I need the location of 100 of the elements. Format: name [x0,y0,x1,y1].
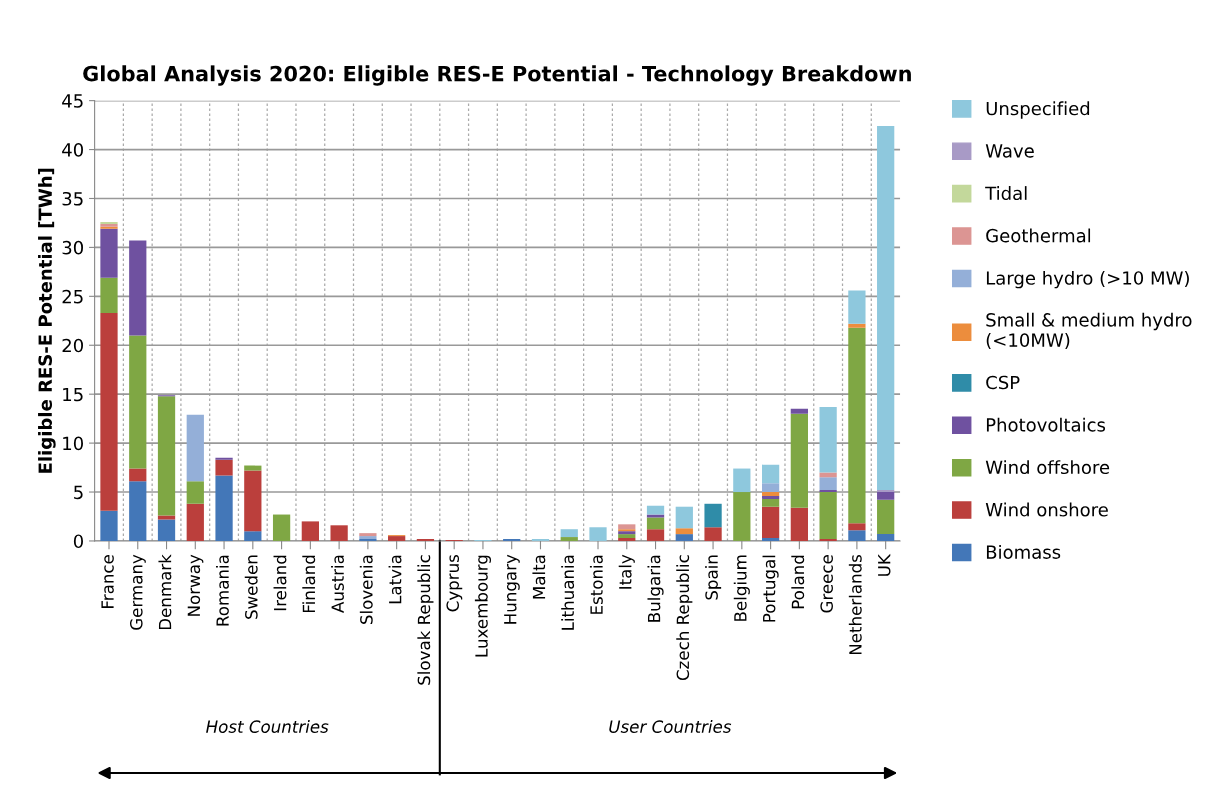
y-tick-label: 0 [73,534,83,549]
bar [848,323,866,328]
bar [618,534,636,539]
bar [646,529,665,541]
bar [733,468,751,493]
bar [877,534,895,541]
x-tick-label: Slovenia [359,555,373,624]
bar [733,492,751,541]
x-tick-label: Czech Republic [676,555,693,681]
bar [157,396,176,516]
bar [819,492,837,539]
bar [848,327,866,524]
y-tick-label: 40 [62,143,83,157]
legend-label: Biomass [986,544,1061,559]
bar [790,408,808,414]
y-tick-label: 15 [63,387,83,402]
y-tick-label: 20 [62,338,83,353]
legend-label: Wave [985,144,1034,158]
bar [186,481,204,504]
y-tick-label: 35 [62,191,83,206]
bar [848,523,866,531]
bar [272,514,291,541]
x-tick-label: Italy [618,554,635,589]
bar [618,538,636,541]
bar [848,530,866,541]
x-tick-label: Belgium [733,555,750,621]
legend-label: Large hydro (>10 MW) [986,270,1189,289]
bar [100,277,118,313]
bar [129,335,147,469]
x-tick-label: Slovak Republic [417,555,434,685]
bar [877,499,895,535]
x-tick-label: Lithuania [561,555,575,630]
bar [100,510,118,541]
bar [186,414,204,482]
legend-label: CSP [986,375,1020,390]
y-tick-label: 25 [62,289,83,304]
bar [819,472,837,478]
bar [129,240,147,336]
text: User Countries [609,720,732,733]
x-tick-label: Greece [820,555,833,613]
x-tick-label: Luxembourg [474,555,492,657]
bar [244,470,262,532]
y-tick-label: 10 [63,436,83,451]
bar [244,531,262,541]
x-tick-label: Estonia [589,555,603,614]
bar [819,477,837,491]
legend-label: Unspecified [986,101,1090,119]
x-tick-label: Bulgaria [647,555,664,622]
bar [704,527,722,541]
legend-label: Wind onshore [985,502,1108,517]
chart-title: Global Analysis 2020: Eligible RES-E Potential - Technology Breakdown [83,65,911,86]
bar [646,517,665,530]
bar [675,534,693,541]
bar [388,536,406,541]
x-tick-label: France [101,555,114,608]
x-tick-label: Romania [215,555,229,626]
legend-label: Photovoltaics [986,417,1106,432]
bar [330,525,348,541]
legend-label: Tidal [985,186,1027,201]
x-tick-label: Denmark [158,554,172,630]
text: Host Countries [206,720,329,733]
bar [129,468,147,482]
legend-label: Geothermal [986,228,1091,243]
x-tick-label: Malta [532,555,546,599]
bar [675,528,693,535]
x-tick-label: Finland [302,555,316,613]
bar [761,506,780,539]
bar [244,465,262,471]
x-tick-label: Poland [791,555,805,609]
bar [560,537,578,541]
bar [186,503,204,541]
x-tick-label: Germany [129,554,146,630]
bar [790,507,808,541]
x-tick-label: Spain [705,555,722,600]
x-tick-label: Latvia [388,555,402,604]
y-axis-title: Eligible RES-E Potential [TWh] [38,168,56,473]
x-tick-label: Portugal [762,555,779,622]
bar [819,406,837,473]
legend-label: Wind offshore [985,460,1110,475]
bar [877,492,895,500]
bar [129,481,147,541]
bar [215,475,233,541]
bar [618,524,636,530]
bar [704,503,722,528]
x-tick-label: Netherlands [848,554,862,655]
bar [761,538,780,541]
x-tick-label: Austria [331,555,344,613]
x-tick-label: Norway [187,554,204,616]
bar [761,483,780,493]
x-tick-label: Cyprus [446,554,463,612]
bar [157,519,176,541]
bar [589,527,607,541]
bar [761,464,780,484]
bar [761,498,780,507]
x-tick-label: Sweden [244,555,258,619]
bar [560,529,578,538]
y-tick-label: 5 [74,485,83,500]
bar [100,312,118,511]
y-tick-label: 30 [62,240,83,255]
x-tick-label: Ireland [273,555,287,611]
